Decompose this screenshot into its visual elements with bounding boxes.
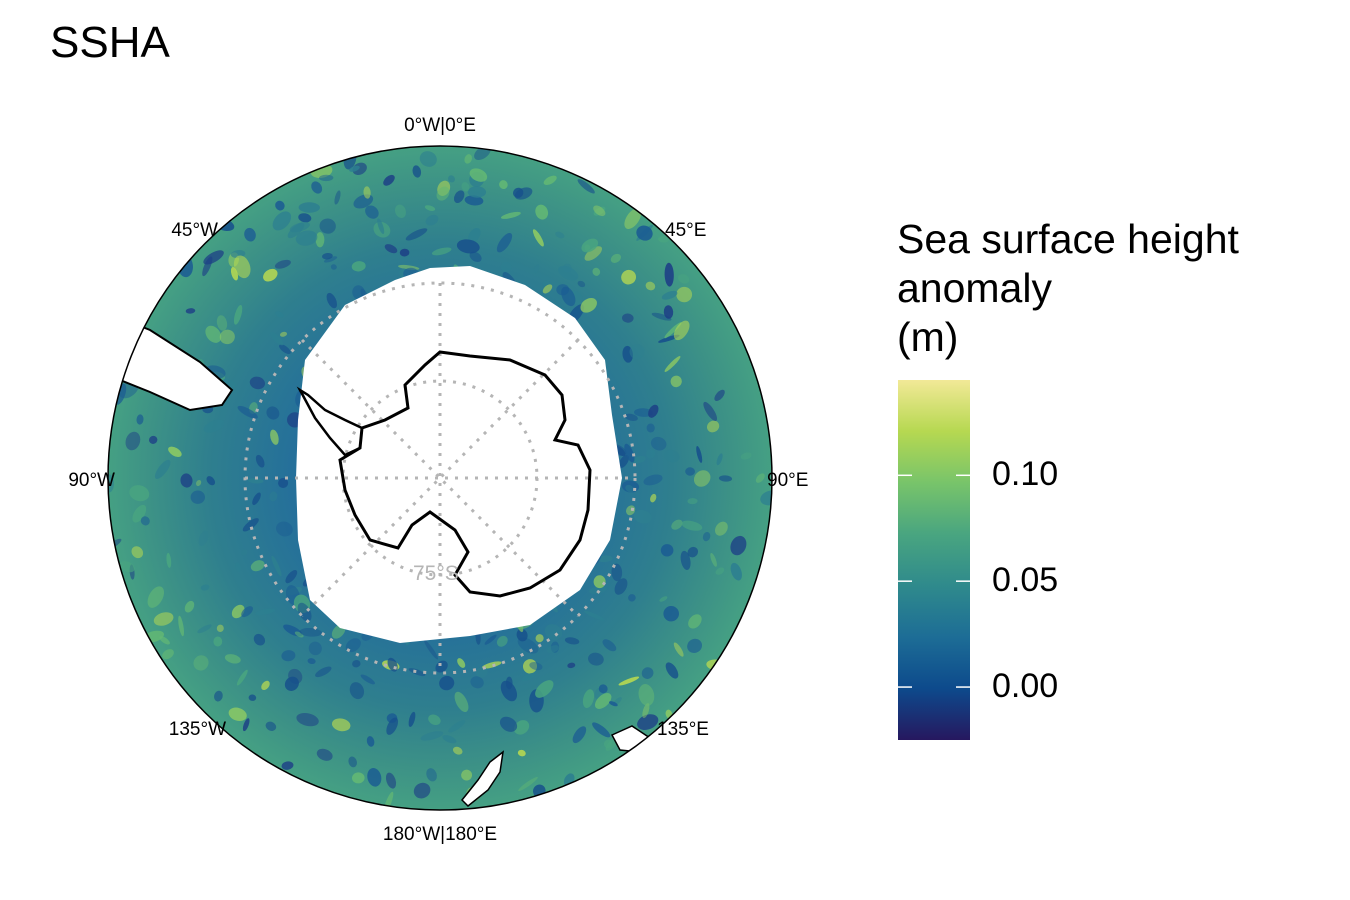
lon-label-45e: 45°E	[665, 220, 706, 241]
lon-label-0: 0°W|0°E	[404, 115, 476, 136]
legend-title-line-1: Sea surface height	[897, 216, 1239, 262]
legend-title-line-2: anomaly	[897, 265, 1052, 311]
lon-label-180: 180°W|180°E	[383, 824, 497, 845]
lon-label-135w: 135°W	[169, 719, 226, 740]
graticule	[243, 281, 637, 675]
colorbar	[898, 380, 970, 740]
plot-title: SSHA	[50, 18, 170, 67]
lon-label-45w: 45°W	[171, 220, 218, 241]
antarctica-coastline	[338, 350, 592, 598]
colorbar-tick-label-0.10: 0.10	[992, 455, 1059, 494]
legend-title-line-3: (m)	[897, 314, 959, 360]
sea-ice-region	[296, 266, 622, 643]
lon-label-90w: 90°W	[68, 470, 115, 491]
colorbar-tick-label-0.05: 0.05	[992, 561, 1059, 600]
map-border	[107, 145, 773, 811]
lat-label-75s: 75°S	[413, 562, 459, 585]
lon-label-90e: 90°E	[767, 470, 808, 491]
lon-label-135e: 135°E	[657, 719, 709, 740]
antarctic-peninsula-coastline	[296, 386, 363, 457]
colorbar-tick-label-0.00: 0.00	[992, 667, 1059, 706]
legend-title: Sea surface height anomaly (m)	[897, 215, 1239, 362]
new-zealand-land	[460, 750, 505, 808]
